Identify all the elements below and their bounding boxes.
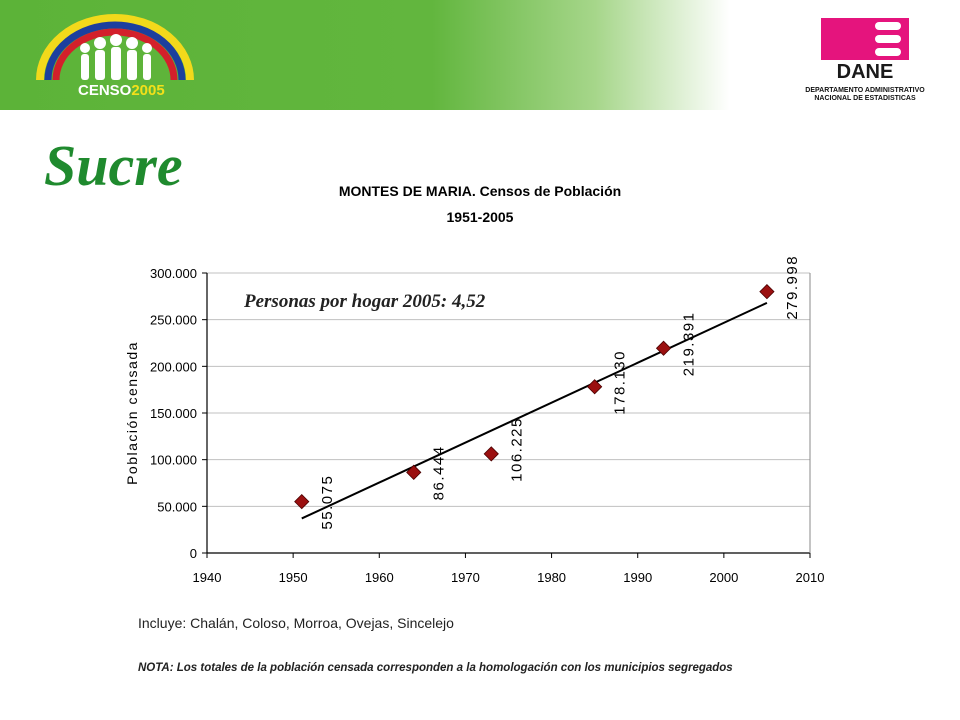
x-tick-label: 1970: [451, 570, 480, 585]
header-banner: [0, 0, 960, 110]
data-label: 178.130: [612, 350, 629, 415]
x-tick-label: 1990: [623, 570, 652, 585]
trendline: [301, 301, 768, 520]
data-label: 55.075: [319, 475, 336, 530]
x-tick-label: 1960: [365, 570, 394, 585]
data-point: [483, 446, 499, 462]
data-label: 86.444: [431, 445, 448, 500]
svg-text:DANE: DANE: [837, 61, 894, 82]
dane-caption: DEPARTAMENTO ADMINISTRATIVO NACIONAL DE …: [805, 87, 925, 102]
y-tick-label: 150.000: [150, 406, 197, 421]
nota: NOTA: Los totales de la población censad…: [138, 662, 733, 674]
y-tick-label: 250.000: [150, 313, 197, 328]
censo-logo-text: CENSO2005: [78, 82, 165, 99]
censo-2005-logo: [36, 14, 194, 81]
data-label: 106.225: [508, 417, 525, 482]
region-title: Sucre: [44, 133, 183, 198]
y-axis-label: Población censada: [124, 341, 140, 485]
data-point: [294, 493, 310, 510]
dane-logo: DANE: [821, 18, 909, 82]
data-point: [759, 284, 775, 300]
x-tick-label: 1950: [279, 570, 308, 585]
x-tick-label: 1940: [193, 570, 222, 585]
y-tick-label: 300.000: [150, 266, 197, 281]
y-tick-label: 200.000: [150, 359, 197, 374]
data-point: [587, 379, 603, 395]
x-tick-label: 2010: [796, 570, 825, 585]
chart-title: MONTES DE MARIA. Censos de Población 195…: [338, 183, 622, 225]
x-tick-label: 2000: [709, 570, 738, 585]
y-tick-label: 0: [190, 546, 197, 561]
chart-annotation: Personas por hogar 2005: 4,52: [243, 291, 486, 312]
data-label: 279.998: [784, 255, 801, 320]
x-tick-label: 1980: [537, 570, 566, 585]
data-label: 219.391: [681, 312, 698, 377]
footnote: Incluye: Chalán, Coloso, Morroa, Ovejas,…: [138, 615, 454, 631]
y-tick-label: 100.000: [150, 453, 197, 468]
y-tick-label: 50.000: [157, 499, 197, 514]
data-point: [655, 340, 672, 356]
data-point: [406, 464, 422, 480]
